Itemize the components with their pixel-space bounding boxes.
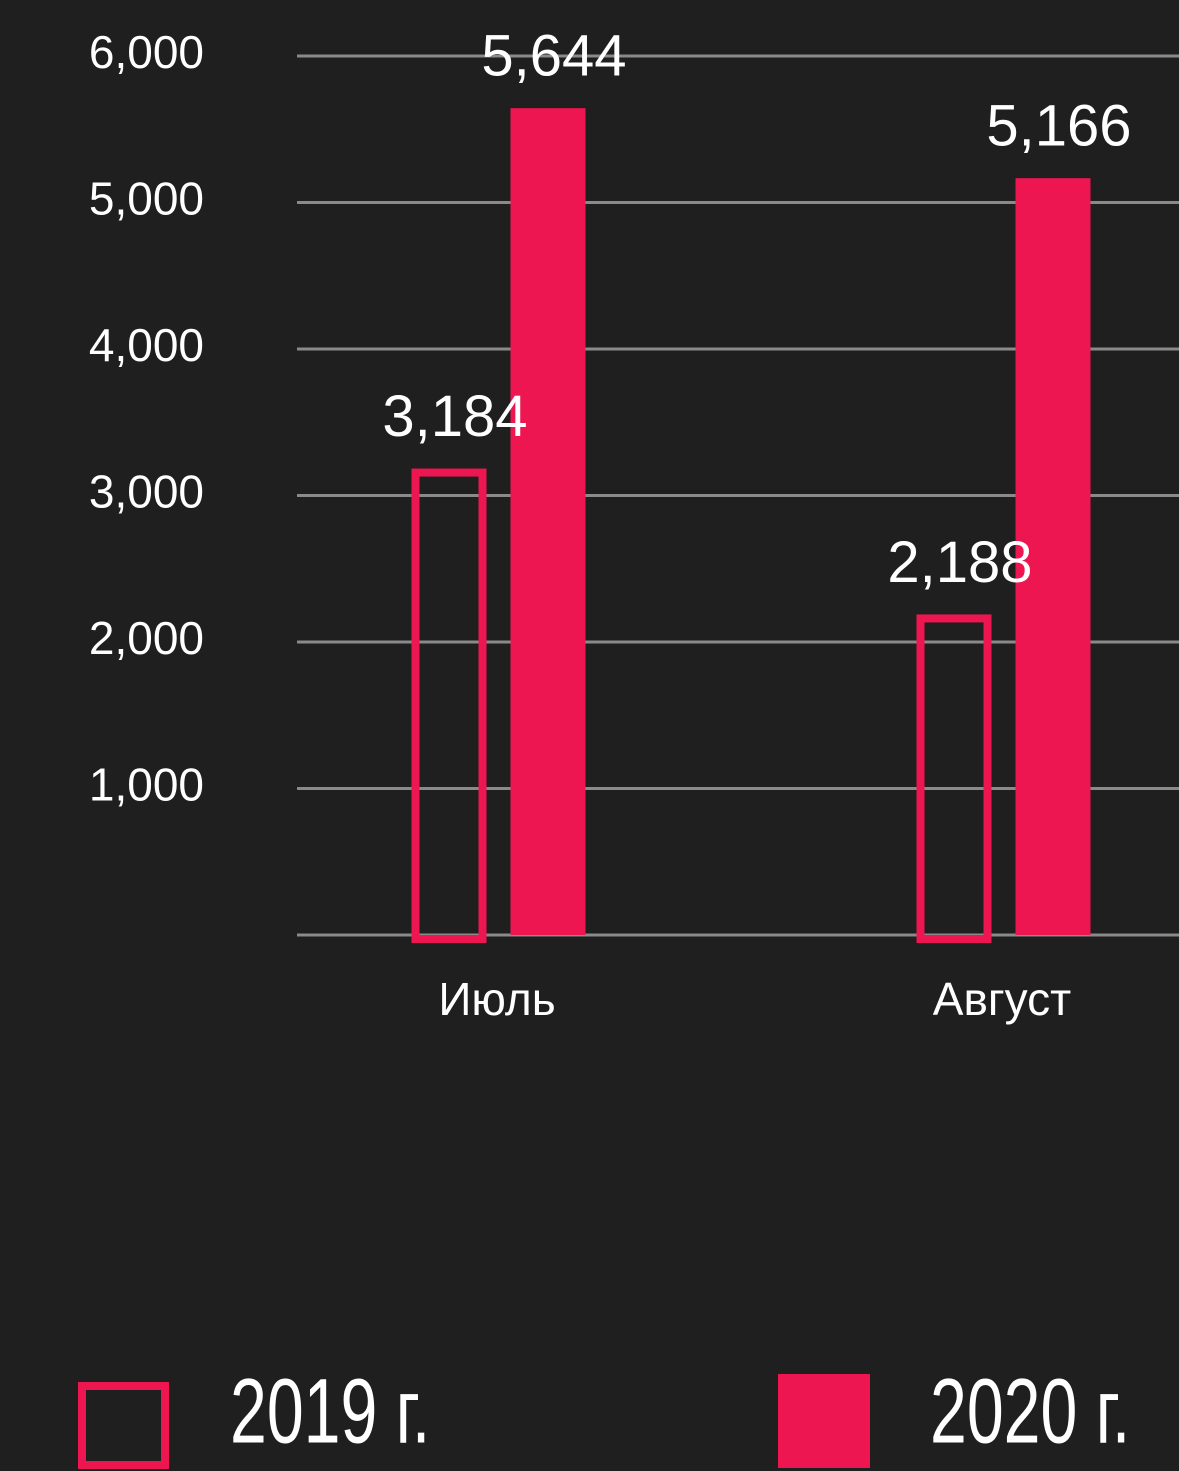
legend-swatch bbox=[78, 1382, 169, 1469]
value-label: 2,188 bbox=[887, 530, 1032, 595]
bar bbox=[411, 468, 487, 943]
y-tick-label: 6,000 bbox=[89, 26, 204, 78]
y-tick-label: 4,000 bbox=[89, 319, 204, 371]
x-tick-label: Июль bbox=[438, 973, 555, 1025]
value-label: 5,644 bbox=[481, 23, 626, 88]
bar bbox=[1015, 178, 1091, 935]
legend-label: 2019 г. bbox=[230, 1359, 430, 1462]
bar bbox=[916, 614, 992, 943]
y-tick-label: 5,000 bbox=[89, 173, 204, 225]
x-tick-label: Август bbox=[933, 973, 1071, 1025]
y-tick-label: 3,000 bbox=[89, 466, 204, 518]
legend-swatch bbox=[778, 1374, 870, 1468]
bar bbox=[510, 108, 586, 936]
y-tick-label: 1,000 bbox=[89, 759, 204, 811]
value-label: 3,184 bbox=[382, 384, 527, 449]
value-label: 5,166 bbox=[986, 94, 1131, 159]
legend-label: 2020 г. bbox=[930, 1359, 1130, 1462]
y-tick-label: 2,000 bbox=[89, 612, 204, 664]
